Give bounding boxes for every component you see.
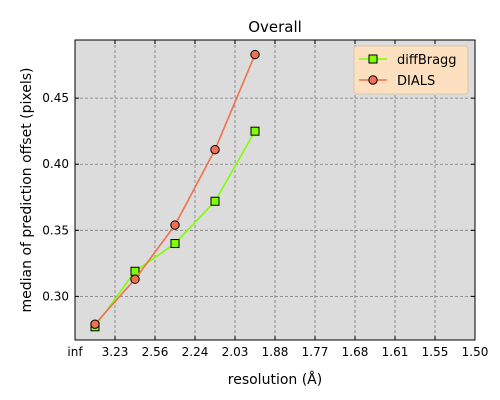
series-layer: [90, 49, 260, 332]
data-point-dials: [170, 220, 180, 230]
y-tick-label: 0.30: [42, 289, 69, 303]
x-tick-label: 2.03: [222, 345, 249, 359]
chart-title: Overall: [248, 18, 302, 36]
y-tick-label: 0.35: [42, 223, 69, 237]
x-tick-label: 2.24: [182, 345, 209, 359]
x-tick-label: 1.68: [342, 345, 369, 359]
data-point-diffbragg: [250, 126, 260, 136]
data-point-dials: [130, 274, 140, 284]
legend-label-diffbragg: diffBragg: [397, 53, 457, 68]
y-tick-label: 0.40: [42, 157, 69, 171]
x-axis-label: resolution (Å): [228, 371, 322, 388]
x-tick-label: 3.23: [102, 345, 129, 359]
x-tick-label: 1.88: [262, 345, 289, 359]
data-point-dials: [250, 49, 260, 60]
x-axis: inf 3.23 2.56 2.24 2.03 1.88 1.77 1.68 1.61 1.55 1…: [67, 40, 488, 359]
x-tick-label: 1.61: [382, 345, 409, 359]
x-tick-label: 1.50: [462, 345, 489, 359]
y-axis-label: median of prediction offset (pixels): [19, 68, 35, 313]
data-point-dials: [90, 319, 100, 329]
data-point-diffbragg: [210, 196, 220, 206]
x-tick-label: 2.56: [142, 345, 169, 359]
y-tick-label: 0.45: [42, 91, 69, 105]
x-tick-label: 1.77: [302, 345, 329, 359]
data-point-diffbragg: [170, 239, 180, 249]
legend: diffBragg DIALS: [353, 45, 469, 95]
data-point-dials: [210, 144, 220, 155]
x-tick-label: inf: [67, 345, 83, 359]
legend-marker-diffbragg: [368, 54, 378, 64]
legend-box: [353, 45, 469, 95]
y-axis: 0.30 0.35 0.40 0.45: [42, 91, 475, 303]
legend-marker-dials: [368, 75, 378, 85]
legend-label-dials: DIALS: [397, 74, 435, 89]
x-tick-label: 1.55: [422, 345, 449, 359]
